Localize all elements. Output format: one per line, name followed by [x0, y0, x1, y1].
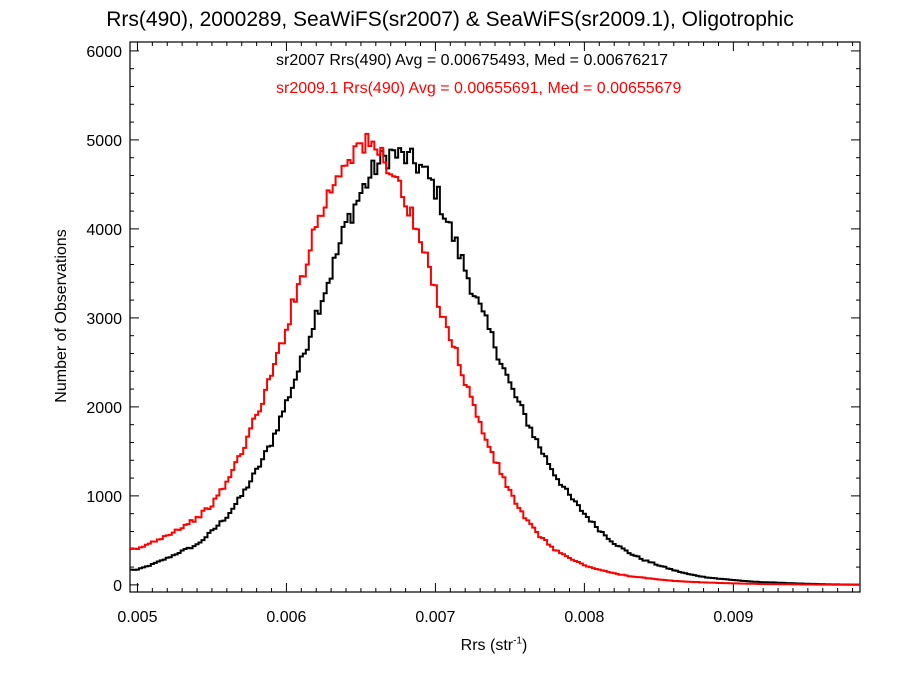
y-tick-label: 5000 [86, 133, 122, 150]
x-axis-label: Rrs (str-1) [460, 635, 528, 655]
tick-labels: 0.005 0.006 0.007 0.008 0.009 0 1000 2000 3000 40… [86, 44, 753, 626]
axis-ticks [130, 42, 860, 592]
annotation-sr2009: sr2009.1 Rrs(490) Avg = 0.00655691, Med … [276, 80, 682, 97]
y-tick-label: 0 [113, 578, 122, 595]
x-tick-label: 0.009 [713, 609, 753, 626]
x-axis-label-close: ) [522, 637, 528, 654]
plot-frame [129, 41, 861, 593]
y-tick-label: 2000 [86, 400, 122, 417]
x-tick-label: 0.006 [266, 609, 306, 626]
series-layer [130, 132, 860, 586]
series-sr2009-line [130, 132, 860, 586]
y-tick-label: 1000 [86, 489, 122, 506]
y-axis-label: Number of Observations [53, 229, 70, 403]
x-tick-label: 0.005 [117, 609, 157, 626]
x-axis-label-superscript: -1 [513, 635, 523, 647]
x-tick-label: 0.008 [564, 609, 604, 626]
series-sr2007-line [130, 147, 860, 586]
y-tick-label: 6000 [86, 44, 122, 61]
x-tick-label: 0.007 [415, 609, 455, 626]
x-axis-label-main: Rrs (str [460, 637, 514, 654]
y-tick-label: 4000 [86, 222, 122, 239]
y-tick-label: 3000 [86, 311, 122, 328]
chart-title: Rrs(490), 2000289, SeaWiFS(sr2007) & Sea… [106, 8, 794, 31]
annotation-sr2007: sr2007 Rrs(490) Avg = 0.00675493, Med = … [276, 52, 668, 69]
